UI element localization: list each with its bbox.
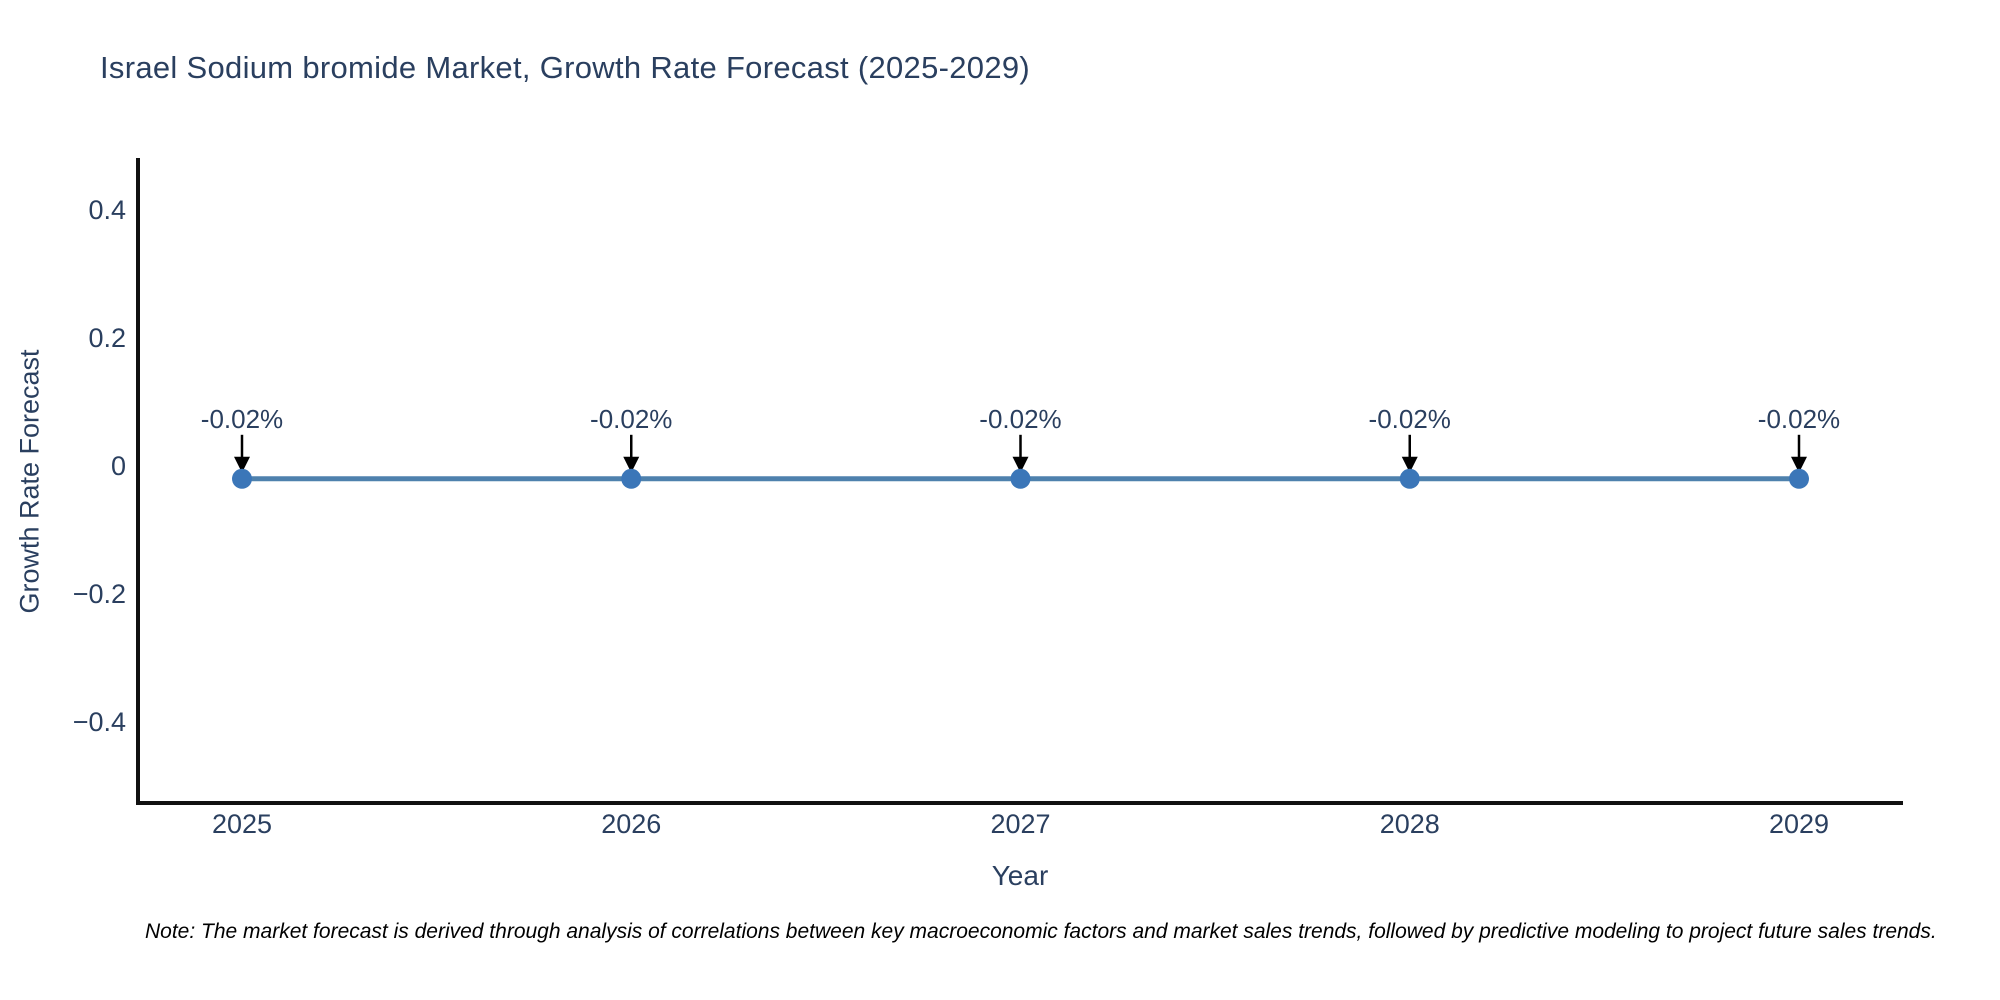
y-tick-label--0.4: −0.4 — [73, 707, 126, 737]
x-tick-label-2029: 2029 — [1769, 809, 1829, 839]
annotation-2027: -0.02% — [979, 404, 1062, 473]
x-tick-label-2025: 2025 — [212, 809, 272, 839]
point-value-label: -0.02% — [201, 404, 283, 434]
footnote: Note: The market forecast is derived thr… — [145, 920, 1937, 943]
data-point-2027[interactable] — [1010, 468, 1031, 489]
y-tick-label-0.4: 0.4 — [88, 195, 126, 225]
point-value-label: -0.02% — [1758, 404, 1840, 434]
annotation-2025: -0.02% — [201, 404, 283, 473]
data-point-2026[interactable] — [621, 468, 642, 489]
annotation-arrowhead-icon — [1791, 456, 1807, 473]
y-tick-label-0: 0 — [111, 451, 126, 481]
annotation-arrowhead-icon — [234, 456, 250, 473]
annotation-2026: -0.02% — [590, 404, 672, 473]
point-value-label: -0.02% — [590, 404, 672, 434]
data-point-2028[interactable] — [1399, 468, 1420, 489]
point-value-label: -0.02% — [1369, 404, 1451, 434]
annotation-arrowhead-icon — [1401, 456, 1418, 473]
annotation-2029: -0.02% — [1758, 404, 1840, 473]
y-tick-label--0.2: −0.2 — [73, 579, 126, 609]
x-axis-title: Year — [991, 860, 1049, 891]
data-point-2029[interactable] — [1789, 468, 1809, 489]
x-tick-label-2026: 2026 — [601, 809, 661, 839]
data-point-2025[interactable] — [232, 468, 252, 489]
x-tick-label-2028: 2028 — [1380, 809, 1440, 839]
chart-title: Israel Sodium bromide Market, Growth Rat… — [100, 50, 1031, 85]
annotation-arrowhead-icon — [1012, 456, 1029, 473]
point-value-label: -0.02% — [979, 404, 1061, 434]
annotation-arrowhead-icon — [623, 456, 640, 473]
x-tick-label-2027: 2027 — [990, 809, 1050, 839]
annotation-2028: -0.02% — [1369, 404, 1451, 473]
y-tick-label-0.2: 0.2 — [88, 323, 126, 353]
